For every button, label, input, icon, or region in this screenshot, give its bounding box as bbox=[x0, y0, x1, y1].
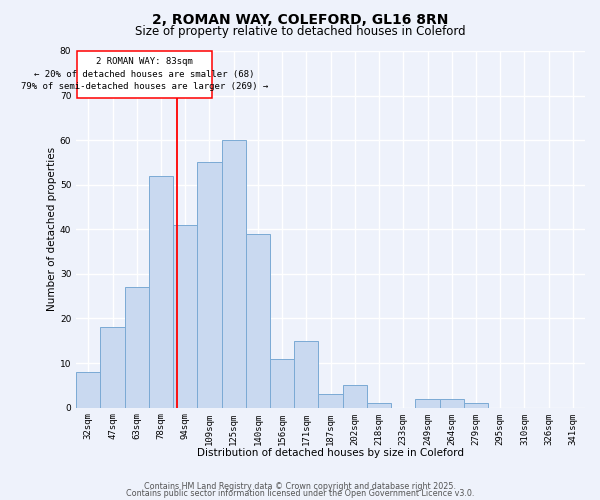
Bar bbox=[415, 398, 440, 407]
Text: Contains HM Land Registry data © Crown copyright and database right 2025.: Contains HM Land Registry data © Crown c… bbox=[144, 482, 456, 491]
Bar bbox=[367, 403, 391, 407]
Bar bbox=[319, 394, 343, 407]
Bar bbox=[464, 403, 488, 407]
Text: Contains public sector information licensed under the Open Government Licence v3: Contains public sector information licen… bbox=[126, 489, 474, 498]
FancyBboxPatch shape bbox=[77, 51, 212, 98]
Bar bbox=[270, 358, 294, 408]
Text: Size of property relative to detached houses in Coleford: Size of property relative to detached ho… bbox=[134, 25, 466, 38]
Bar bbox=[221, 140, 246, 407]
X-axis label: Distribution of detached houses by size in Coleford: Distribution of detached houses by size … bbox=[197, 448, 464, 458]
Bar bbox=[343, 386, 367, 407]
Bar bbox=[440, 398, 464, 407]
Y-axis label: Number of detached properties: Number of detached properties bbox=[47, 147, 57, 312]
Bar bbox=[149, 176, 173, 408]
Bar bbox=[246, 234, 270, 408]
Text: 2, ROMAN WAY, COLEFORD, GL16 8RN: 2, ROMAN WAY, COLEFORD, GL16 8RN bbox=[152, 12, 448, 26]
Bar bbox=[197, 162, 221, 408]
Bar bbox=[100, 328, 125, 407]
Bar bbox=[76, 372, 100, 408]
Bar bbox=[294, 340, 319, 407]
Text: 2 ROMAN WAY: 83sqm
← 20% of detached houses are smaller (68)
79% of semi-detache: 2 ROMAN WAY: 83sqm ← 20% of detached hou… bbox=[21, 58, 268, 92]
Bar bbox=[173, 225, 197, 408]
Bar bbox=[125, 288, 149, 408]
